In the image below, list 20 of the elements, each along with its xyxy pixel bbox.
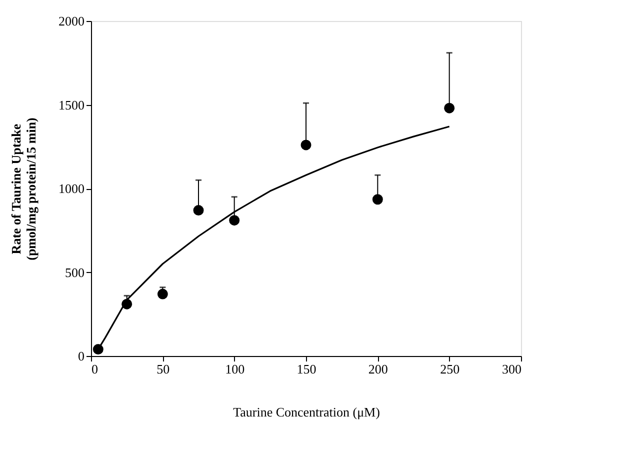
x-tick-label: 250 — [440, 362, 460, 376]
point — [444, 102, 455, 114]
x-tick-label: 300 — [502, 362, 522, 376]
x-tick-label: 0 — [92, 362, 98, 376]
point — [193, 205, 204, 216]
point — [372, 194, 383, 205]
y-axis-title: Rate of Taurine Uptake (pmol/mg protein/15 min) — [8, 118, 38, 260]
point — [300, 140, 312, 150]
x-axis-title: Taurine Concentration (μM) — [233, 404, 380, 420]
point — [229, 215, 240, 226]
x-tick-label: 200 — [368, 362, 388, 376]
point — [157, 288, 168, 300]
x-tick-label: 150 — [296, 362, 316, 376]
y-tick-label: 2000 — [58, 14, 84, 28]
x-tick-label: 50 — [156, 362, 170, 376]
x-tick-label: 100 — [225, 362, 245, 376]
y-tick-label: 0 — [78, 348, 84, 364]
y-tick-label: 500 — [65, 264, 84, 280]
y-tick-label: 1500 — [58, 97, 84, 112]
y-tick-label: 1000 — [58, 181, 84, 196]
